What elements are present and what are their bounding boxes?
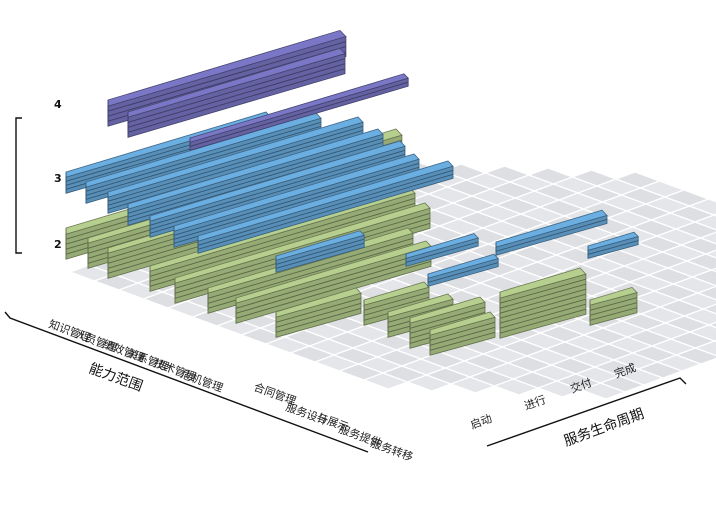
green-bar	[363, 281, 430, 326]
green-bar	[235, 240, 432, 324]
service-item: 服务转移	[369, 436, 415, 464]
green-bar	[499, 267, 587, 339]
level-label-4: 4	[54, 98, 62, 111]
lifecycle-axis-title: 服务生命周期	[562, 405, 647, 450]
blue-bar	[587, 231, 639, 259]
floor-tile	[690, 269, 716, 287]
floor-tile	[677, 292, 716, 310]
floor-tile	[682, 308, 716, 326]
floor-tile	[696, 285, 716, 301]
floor-tile	[693, 214, 716, 231]
floor-tile	[685, 253, 716, 271]
floor-tile	[687, 198, 716, 216]
floor-tile	[679, 237, 716, 255]
blue-bar	[495, 209, 608, 256]
purple-bar	[189, 73, 409, 151]
blue-bar	[405, 233, 479, 267]
lifecycle-stage: 启动	[469, 412, 494, 432]
blue-bar	[275, 230, 365, 273]
blue-bar	[197, 160, 454, 254]
service-labels: 合同管理 服务设计 与展示 服务提供 服务转移	[252, 380, 415, 464]
lifecycle-stage: 进行	[523, 393, 548, 413]
capability-item: 危机管理	[179, 367, 225, 395]
floor-tile	[698, 231, 716, 245]
green-bar	[589, 286, 638, 326]
floor-tile	[671, 276, 716, 294]
floor-tile	[693, 340, 716, 357]
blue-bar	[427, 253, 499, 287]
level-bracket: 4 3 2	[15, 98, 62, 254]
level-label-3: 3	[54, 172, 62, 185]
floor-tile	[701, 303, 716, 315]
purple-bar	[127, 47, 346, 138]
green-bar	[429, 311, 496, 356]
floor-tile	[704, 249, 716, 259]
floor-tile	[674, 221, 716, 239]
level-label-2: 2	[54, 238, 62, 251]
floor-tile	[688, 324, 716, 342]
bars-layer	[65, 29, 639, 356]
floor-tile	[709, 267, 716, 273]
floor-tile	[707, 321, 716, 329]
green-bar	[275, 287, 362, 338]
